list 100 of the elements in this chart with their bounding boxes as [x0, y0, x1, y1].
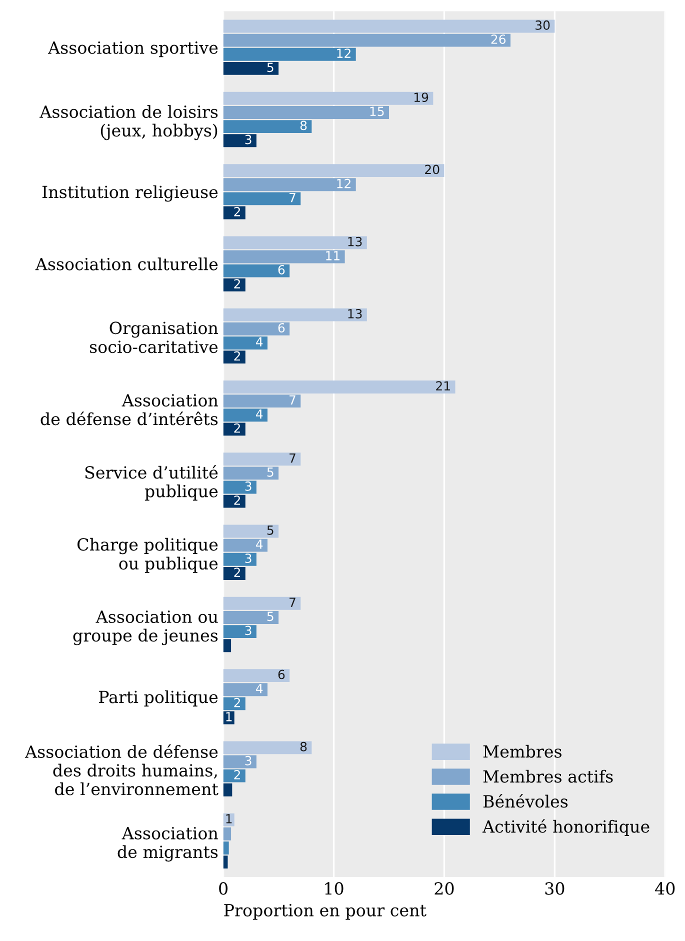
data-label: 3	[245, 626, 252, 636]
bar	[223, 524, 279, 538]
bar	[223, 466, 279, 480]
bar	[223, 192, 301, 206]
bar	[223, 596, 301, 610]
bar	[223, 494, 246, 508]
data-label: 19	[414, 92, 428, 102]
data-label: 7	[290, 598, 296, 607]
data-label: 3	[245, 481, 252, 491]
legend-label: Activité honorifique	[482, 819, 650, 836]
bar	[223, 683, 268, 696]
bar	[223, 639, 232, 652]
data-label: 26	[491, 34, 506, 44]
legend-label: Membres	[483, 744, 562, 758]
x-tick-label: 40	[655, 882, 675, 895]
bar	[223, 380, 456, 394]
data-label: 4	[256, 540, 263, 549]
bar	[223, 769, 246, 782]
x-axis-title: Proportion en pour cent	[224, 904, 426, 920]
data-label: 8	[300, 742, 307, 752]
legend-label: Membres actifs	[483, 770, 613, 783]
bar	[223, 308, 367, 322]
bar	[223, 611, 279, 624]
y-tick-label: Association de défense d’intérêts	[40, 394, 218, 426]
bar	[223, 250, 345, 264]
data-label: 4	[256, 337, 263, 346]
bar	[223, 120, 312, 134]
y-tick-label: Association de migrants	[118, 826, 218, 862]
data-label: 7	[290, 453, 296, 463]
bar	[223, 350, 246, 364]
x-tick-label: 0	[219, 882, 228, 895]
bar	[223, 236, 367, 250]
bar	[223, 538, 268, 552]
bar	[223, 842, 229, 854]
y-tick-label: Association ou groupe de jeunes	[73, 610, 218, 646]
data-label: 13	[348, 309, 362, 318]
bar	[223, 408, 268, 422]
bar	[223, 783, 232, 796]
data-label: 12	[337, 178, 350, 188]
bar	[223, 552, 256, 566]
data-label: 2	[234, 770, 240, 780]
bar	[223, 625, 256, 638]
bar	[223, 827, 232, 840]
data-label: 4	[256, 409, 263, 419]
bar	[223, 48, 356, 61]
bar	[223, 134, 256, 148]
data-label: 3	[245, 554, 252, 564]
bar	[223, 394, 301, 408]
bar	[223, 92, 434, 105]
data-label: 2	[234, 206, 240, 216]
y-tick-label: Association culturelle	[35, 257, 218, 270]
bar	[223, 697, 246, 710]
data-label: 4	[256, 684, 263, 694]
bar	[223, 34, 510, 47]
bar	[223, 106, 389, 119]
data-label: 3	[245, 756, 252, 766]
y-tick-label: Institution religieuse	[42, 185, 218, 202]
data-label: 30	[536, 20, 550, 30]
data-label: 5	[267, 526, 274, 535]
y-tick-label: Organisation socio-caritative	[90, 322, 218, 354]
y-tick-label: Association de loisirs (jeux, hobbys)	[40, 105, 218, 140]
y-tick-label: Charge politique ou publique	[78, 538, 218, 573]
bar	[223, 278, 246, 292]
y-tick-label: Association sportive	[48, 41, 218, 58]
bar	[223, 336, 268, 350]
data-label: 20	[425, 164, 440, 174]
data-label: 21	[436, 381, 450, 390]
y-tick-label: Association de défense des droits humains, de l’environnement	[24, 744, 218, 796]
data-label: 6	[278, 323, 285, 333]
bar	[223, 480, 256, 494]
bar	[223, 264, 290, 278]
data-label: 6	[278, 265, 285, 274]
data-label: 11	[326, 251, 340, 260]
data-label: 12	[337, 48, 350, 58]
y-tick-label: Parti politique	[99, 690, 218, 706]
data-label: 1	[226, 712, 232, 722]
bar	[223, 164, 444, 178]
legend-label: Bénévoles	[483, 794, 568, 808]
data-label: 3	[245, 134, 252, 144]
data-label: 2	[234, 279, 240, 288]
bar	[223, 669, 290, 682]
x-tick-label: 30	[545, 882, 564, 895]
data-label: 5	[267, 62, 274, 72]
x-tick-label: 20	[434, 882, 454, 895]
bar	[223, 452, 301, 466]
data-label: 6	[278, 670, 285, 680]
bar	[223, 422, 246, 436]
x-tick-label: 10	[325, 882, 344, 895]
data-label: 13	[348, 236, 362, 246]
data-label: 2	[234, 495, 240, 505]
data-label: 2	[234, 423, 240, 433]
data-label: 2	[234, 568, 240, 577]
data-label: 2	[234, 351, 240, 360]
bar	[223, 178, 356, 192]
bar	[223, 62, 279, 75]
data-label: 7	[290, 395, 296, 404]
bar	[223, 856, 228, 869]
data-label: 8	[300, 120, 307, 130]
data-label: 15	[370, 106, 384, 116]
bar	[223, 755, 256, 768]
